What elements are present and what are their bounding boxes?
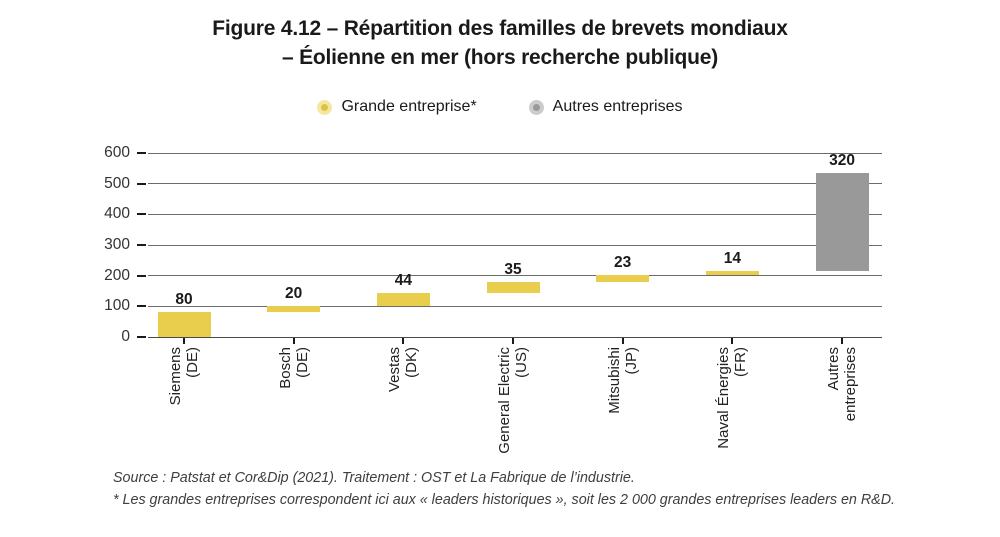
x-axis-tick-0 [183,338,185,344]
source-note: Source : Patstat et Cor&Dip (2021). Trai… [113,470,635,486]
legend-marker-gray-icon [528,99,544,115]
gridline-y-500 [148,183,882,185]
x-axis-tick-4 [621,338,624,344]
gridline-y-600 [148,152,882,154]
y-axis-tick-300 [137,244,146,246]
bar-bosch [267,306,321,313]
chart-title-line-1: Figure 4.12 – Répartition des familles d… [212,17,788,40]
x-axis-tick-5 [731,338,734,344]
y-axis-label-600: 600 [104,144,130,161]
legend-item-autres-entreprises: Autres entreprises [528,98,683,116]
gridline-y-0 [148,336,882,338]
chart-title-line-2: – Éolienne en mer (hors recherche publiq… [281,46,718,69]
bar-naval-nergies [705,270,759,276]
gridline-y-100 [148,305,882,307]
y-axis-label-500: 500 [104,174,130,192]
y-axis-label-300: 300 [104,236,130,253]
y-axis-label-0: 0 [121,328,130,345]
bar-mitsubishi [596,275,650,283]
y-axis-tick-200 [137,274,146,277]
y-axis-label-400: 400 [104,205,130,223]
chart-legend: Grande entreprise* Autres entreprises [0,98,1000,116]
bar-value-0: 80 [175,291,193,309]
y-axis-label-100: 100 [104,297,130,315]
gridline-y-200 [148,275,882,277]
y-axis-tick-500 [137,182,146,185]
x-axis-tick-1 [292,338,295,344]
y-axis-tick-600 [137,152,146,154]
asterisk-note: * Les grandes entreprises correspondent … [113,491,896,508]
y-axis-label-200: 200 [104,266,130,284]
bar-general-electric [486,282,540,293]
bar-value-3: 35 [504,261,522,279]
bar-value-6: 320 [829,151,855,169]
legend-label-autres-entreprises: Autres entreprises [552,98,683,115]
bar-value-4: 23 [614,254,632,272]
gridline-y-400 [148,213,882,215]
x-axis-tick-6 [841,338,844,344]
legend-label-grande-entreprise: Grande entreprise* [341,98,477,115]
gridline-y-300 [148,244,882,246]
bar-value-1: 20 [285,285,303,303]
legend-marker-yellow-icon [317,99,333,115]
footnotes: Source : Patstat et Cor&Dip (2021). Trai… [113,468,895,511]
bar-autres [815,172,869,271]
bar-vestas [376,292,430,307]
y-axis-tick-100 [137,305,146,308]
bar-siemens [157,312,211,337]
y-axis-tick-0 [137,336,146,338]
bar-value-5: 14 [723,249,741,267]
x-axis-tick-3 [512,338,514,344]
x-axis-tick-2 [402,338,405,344]
bar-value-2: 44 [394,271,412,289]
legend-item-grande-entreprise: Grande entreprise* [317,98,477,116]
y-axis-tick-400 [137,213,146,216]
chart-title: Figure 4.12 – Répartition des familles d… [0,14,1000,72]
